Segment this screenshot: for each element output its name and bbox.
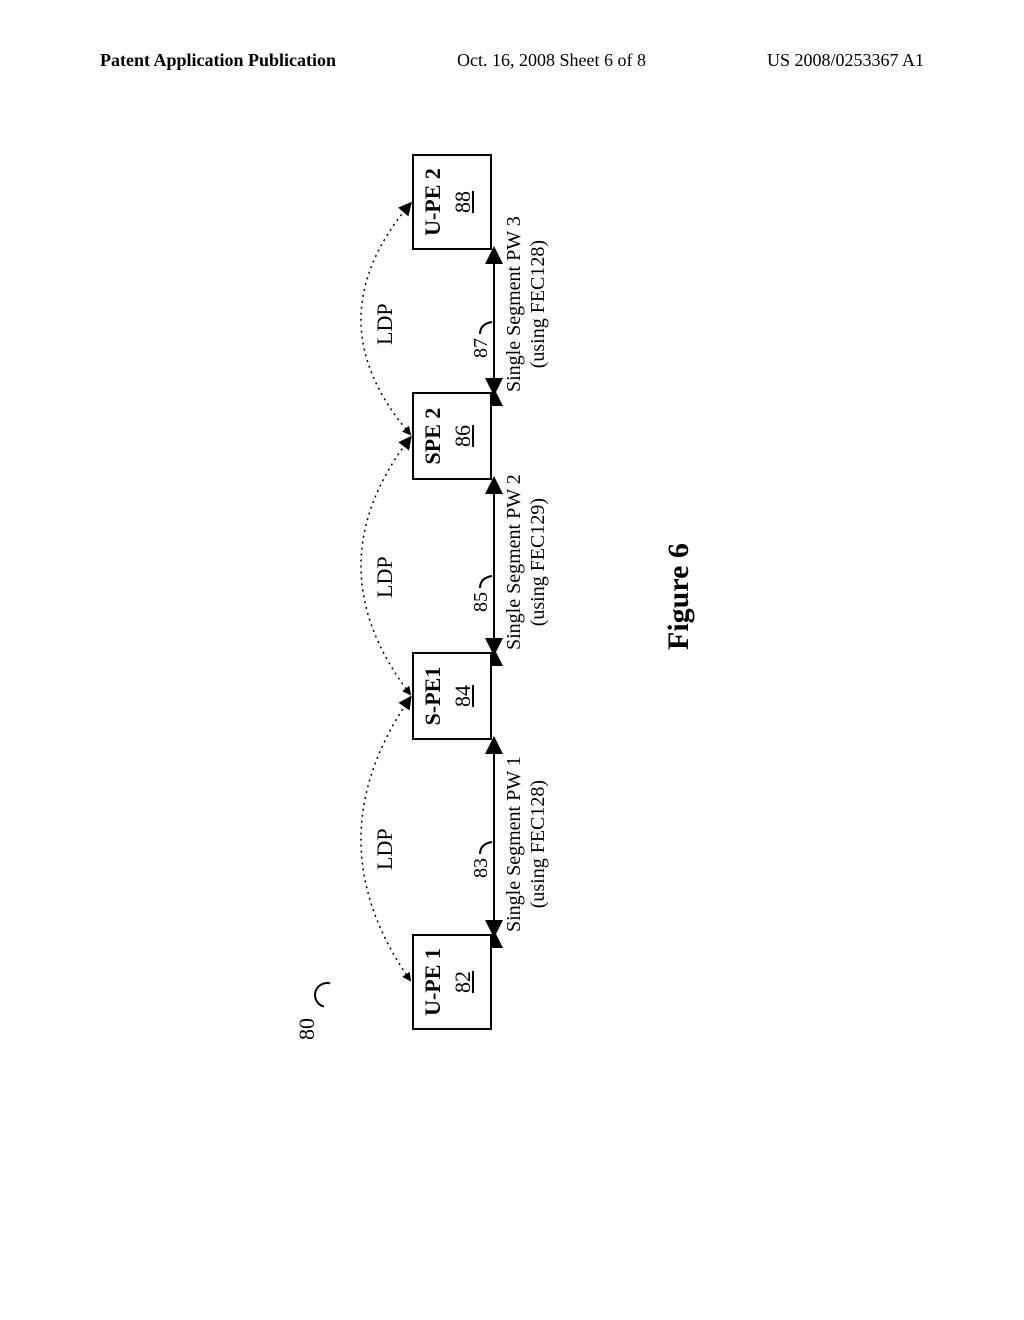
header-center: Oct. 16, 2008 Sheet 6 of 8	[457, 50, 646, 71]
ref-arc-icon	[309, 977, 345, 1013]
ldp-label: LDP	[372, 303, 398, 345]
node-title: SPE 2	[420, 398, 446, 474]
node-title: U-PE 1	[420, 940, 446, 1024]
header-left: Patent Application Publication	[100, 50, 336, 71]
node-ref-number: 82	[450, 940, 476, 1024]
node-ref-number: 84	[450, 658, 476, 734]
ldp-label: LDP	[372, 828, 398, 870]
segment-ref-number: 87	[470, 338, 493, 358]
segment-label-line2: (using FEC129)	[526, 474, 550, 650]
node-title: U-PE 2	[420, 160, 446, 244]
node-box: SPE 286	[412, 392, 492, 480]
node-box: U-PE 288	[412, 154, 492, 250]
segment-label-line1: Single Segment PW 3	[502, 216, 526, 392]
node-box: S-PE184	[412, 652, 492, 740]
segment-label: Single Segment PW 1(using FEC128)	[502, 756, 550, 932]
node-ref-number: 88	[450, 160, 476, 244]
segment-label-line2: (using FEC128)	[526, 216, 550, 392]
node-box: U-PE 182	[412, 934, 492, 1030]
segment-ref-number: 85	[470, 592, 493, 612]
segment-ref-number: 83	[470, 858, 493, 878]
segment-label: Single Segment PW 3(using FEC128)	[502, 216, 550, 392]
page-header: Patent Application Publication Oct. 16, …	[0, 50, 1024, 71]
ldp-label: LDP	[372, 556, 398, 598]
figure-diagram: 80 U-PE 182S-PE184SPE 286U-PE 288 Single…	[302, 160, 722, 1040]
node-ref-number: 86	[450, 398, 476, 474]
segment-label-line1: Single Segment PW 1	[502, 756, 526, 932]
diagram-ref-number: 80	[294, 1018, 320, 1040]
segment-label-line2: (using FEC128)	[526, 756, 550, 932]
segment-label-line1: Single Segment PW 2	[502, 474, 526, 650]
figure-caption: Figure 6	[662, 543, 696, 650]
segment-label: Single Segment PW 2(using FEC129)	[502, 474, 550, 650]
header-right: US 2008/0253367 A1	[767, 50, 924, 71]
node-title: S-PE1	[420, 658, 446, 734]
